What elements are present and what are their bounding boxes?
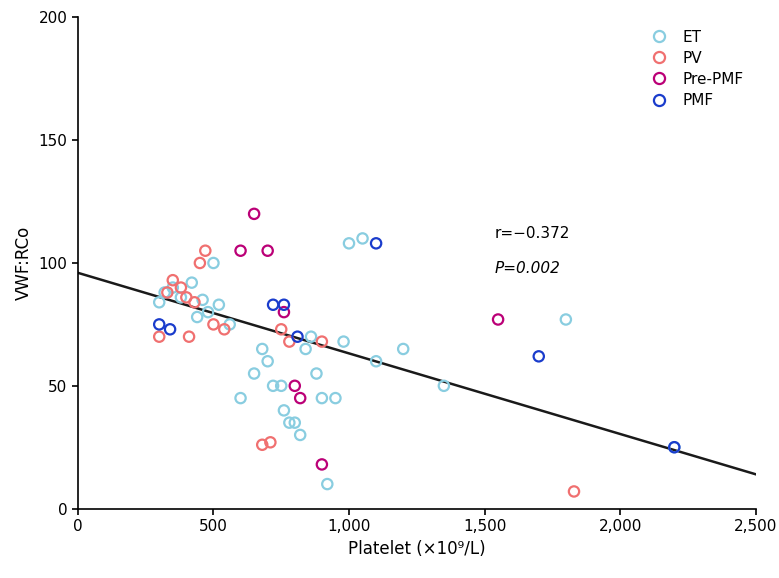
- Point: [262, 357, 274, 366]
- Point: [262, 246, 274, 255]
- Point: [264, 438, 277, 447]
- Point: [330, 394, 342, 403]
- Point: [180, 292, 192, 302]
- X-axis label: Platelet (×10⁹/L): Platelet (×10⁹/L): [348, 540, 485, 558]
- Point: [256, 440, 269, 450]
- Point: [191, 312, 203, 321]
- Point: [492, 315, 504, 324]
- Point: [310, 369, 323, 378]
- Point: [218, 325, 231, 334]
- Point: [174, 283, 187, 292]
- Point: [248, 369, 260, 378]
- Point: [167, 276, 179, 285]
- Point: [277, 406, 290, 415]
- Point: [291, 332, 304, 341]
- Point: [164, 325, 176, 334]
- Point: [337, 337, 350, 346]
- Y-axis label: VWF:RCo: VWF:RCo: [15, 226, 33, 300]
- Point: [207, 320, 220, 329]
- Point: [202, 307, 214, 317]
- Point: [234, 246, 247, 255]
- Point: [356, 234, 368, 243]
- Point: [194, 258, 206, 268]
- Point: [438, 381, 450, 391]
- Point: [288, 381, 301, 391]
- Point: [153, 298, 165, 307]
- Point: [668, 443, 681, 452]
- Point: [305, 332, 317, 341]
- Point: [185, 278, 198, 287]
- Point: [299, 344, 312, 354]
- Point: [294, 394, 306, 403]
- Point: [283, 337, 295, 346]
- Point: [275, 325, 287, 334]
- Point: [321, 480, 333, 489]
- Point: [370, 239, 382, 248]
- Point: [315, 394, 328, 403]
- Legend: ET, PV, Pre-PMF, PMF: ET, PV, Pre-PMF, PMF: [640, 25, 748, 113]
- Point: [568, 487, 580, 496]
- Point: [174, 292, 187, 302]
- Point: [213, 300, 225, 309]
- Point: [315, 337, 328, 346]
- Point: [256, 344, 269, 354]
- Point: [196, 295, 209, 305]
- Point: [207, 258, 220, 268]
- Text: r=−0.372: r=−0.372: [495, 226, 570, 241]
- Point: [267, 300, 280, 309]
- Point: [533, 351, 545, 361]
- Point: [153, 332, 165, 341]
- Point: [158, 288, 171, 297]
- Point: [183, 332, 196, 341]
- Point: [189, 298, 201, 307]
- Point: [153, 320, 165, 329]
- Point: [199, 246, 212, 255]
- Point: [397, 344, 410, 354]
- Point: [277, 300, 290, 309]
- Point: [267, 381, 280, 391]
- Point: [161, 288, 174, 297]
- Point: [315, 460, 328, 469]
- Point: [167, 283, 179, 292]
- Point: [277, 307, 290, 317]
- Point: [275, 381, 287, 391]
- Text: P=0.002: P=0.002: [495, 261, 561, 276]
- Point: [294, 430, 306, 439]
- Point: [668, 443, 681, 452]
- Point: [343, 239, 355, 248]
- Point: [559, 315, 572, 324]
- Point: [288, 418, 301, 427]
- Point: [283, 418, 295, 427]
- Point: [370, 357, 382, 366]
- Point: [234, 394, 247, 403]
- Point: [224, 320, 236, 329]
- Point: [248, 209, 260, 218]
